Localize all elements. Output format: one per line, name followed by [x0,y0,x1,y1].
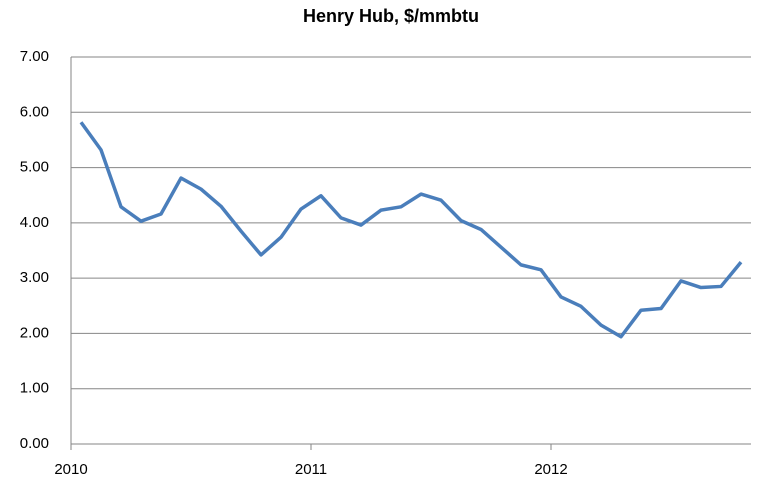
y-tick-label: 0.00 [20,435,49,452]
y-tick-label: 6.00 [20,103,49,120]
x-tick-label: 2010 [54,461,87,478]
y-tick-label: 2.00 [20,324,49,341]
y-tick-label: 7.00 [20,48,49,65]
y-tick-label: 3.00 [20,269,49,286]
y-tick-label: 1.00 [20,380,49,397]
x-tick-label: 2012 [534,461,567,478]
x-tick-label: 2011 [295,461,327,478]
chart-title: Henry Hub, $/mmbtu [303,6,479,26]
line-series [79,121,743,339]
y-tick-label: 4.00 [20,214,49,231]
y-tick-label: 5.00 [20,159,49,176]
